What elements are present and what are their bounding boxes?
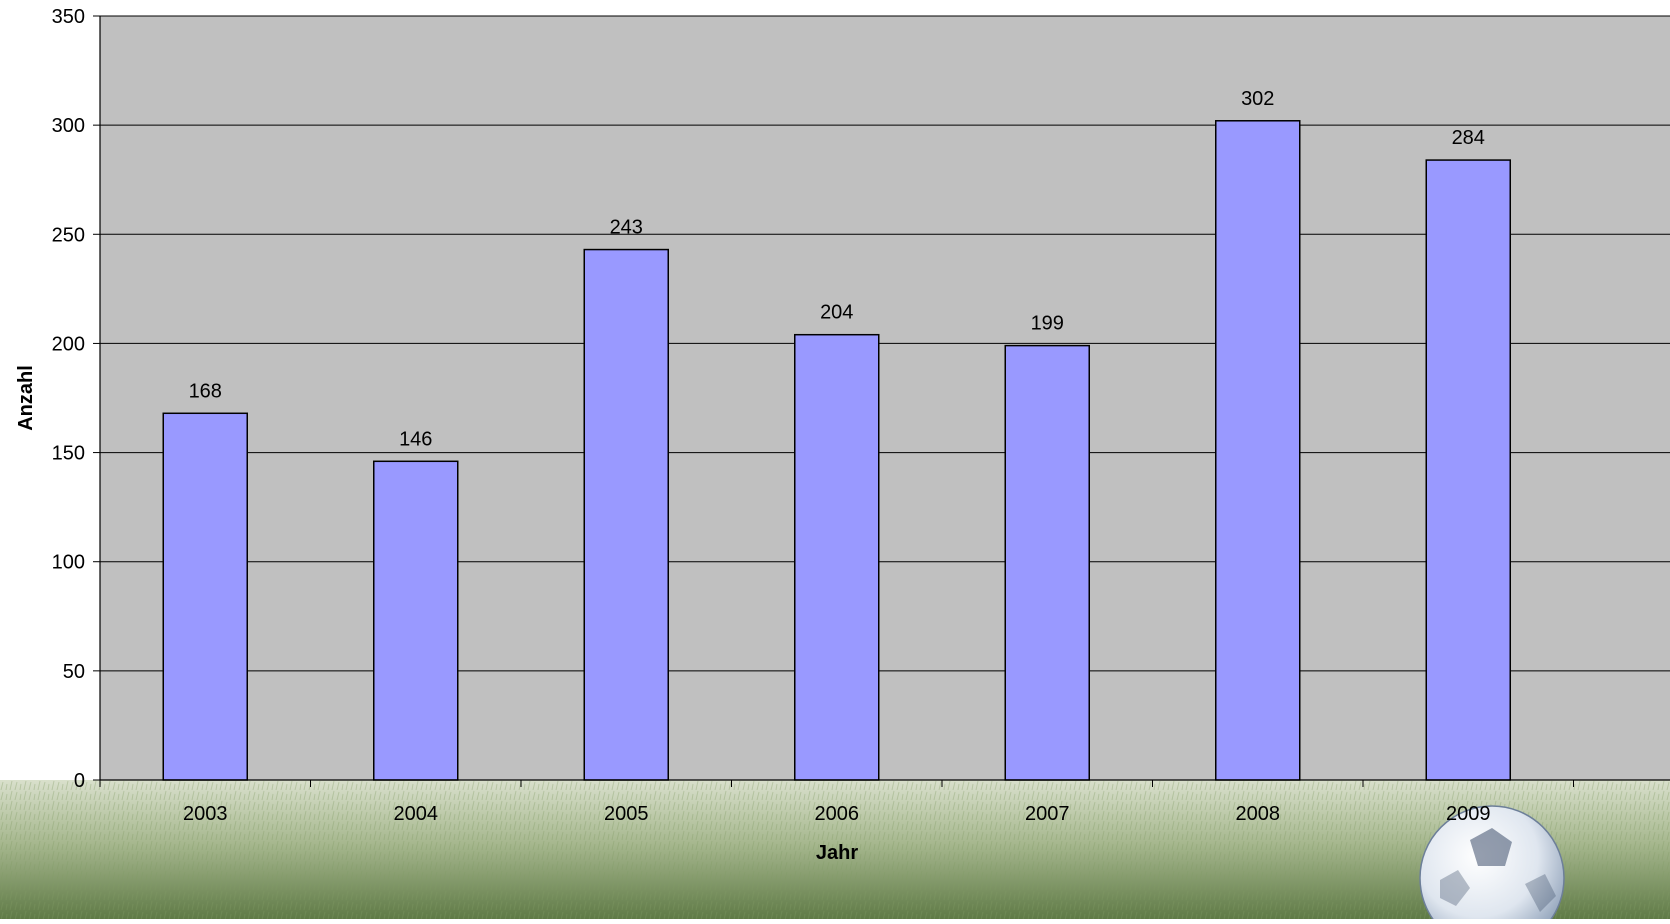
x-axis-title: Jahr: [816, 842, 858, 864]
data-label-2008: 302: [1241, 88, 1274, 110]
data-labels: 168 146 243 204 199 302 284: [189, 88, 1485, 451]
gridlines: [100, 15, 1670, 672]
y-tick-label: 250: [52, 224, 85, 246]
y-tick-label: 300: [52, 115, 85, 137]
y-tick-label: 50: [63, 661, 85, 683]
x-tick-label: 2007: [1025, 803, 1070, 825]
bar-2009: [1425, 159, 1511, 781]
plot-area: [100, 16, 1670, 780]
data-label-2006: 204: [820, 302, 853, 324]
data-label-2009: 284: [1452, 127, 1485, 149]
data-label-2005: 243: [610, 217, 643, 239]
x-tick-label: 2006: [815, 803, 860, 825]
y-tick-label: 0: [74, 770, 85, 792]
y-tick-label: 100: [52, 552, 85, 574]
bar-2004: [373, 460, 459, 781]
football-icon: [1419, 805, 1565, 924]
bar-2006: [794, 333, 880, 781]
y-tick-labels: 0 50 100 150 200 250 300 350: [52, 6, 85, 792]
y-axis-title: Anzahl: [15, 365, 37, 431]
grass-background: [0, 780, 1670, 919]
data-label-2004: 146: [399, 428, 432, 450]
x-tick-labels: 2003 2004 2005 2006 2007 2008 2009: [183, 803, 1491, 825]
x-tick-label: 2004: [394, 803, 439, 825]
y-tick-label: 350: [52, 6, 85, 28]
bar-2003: [162, 412, 248, 781]
bar-2008: [1215, 120, 1301, 781]
x-tick-label: 2009: [1446, 803, 1491, 825]
x-tick-label: 2003: [183, 803, 228, 825]
x-tick-label: 2008: [1236, 803, 1281, 825]
bars: [162, 120, 1511, 781]
y-tick-label: 200: [52, 333, 85, 355]
data-label-2007: 199: [1031, 313, 1064, 335]
bar-2005: [583, 248, 669, 781]
x-tick-label: 2005: [604, 803, 649, 825]
bar-2007: [1004, 344, 1090, 781]
axes: [93, 15, 1670, 787]
y-tick-label: 150: [52, 443, 85, 465]
data-label-2003: 168: [189, 380, 222, 402]
